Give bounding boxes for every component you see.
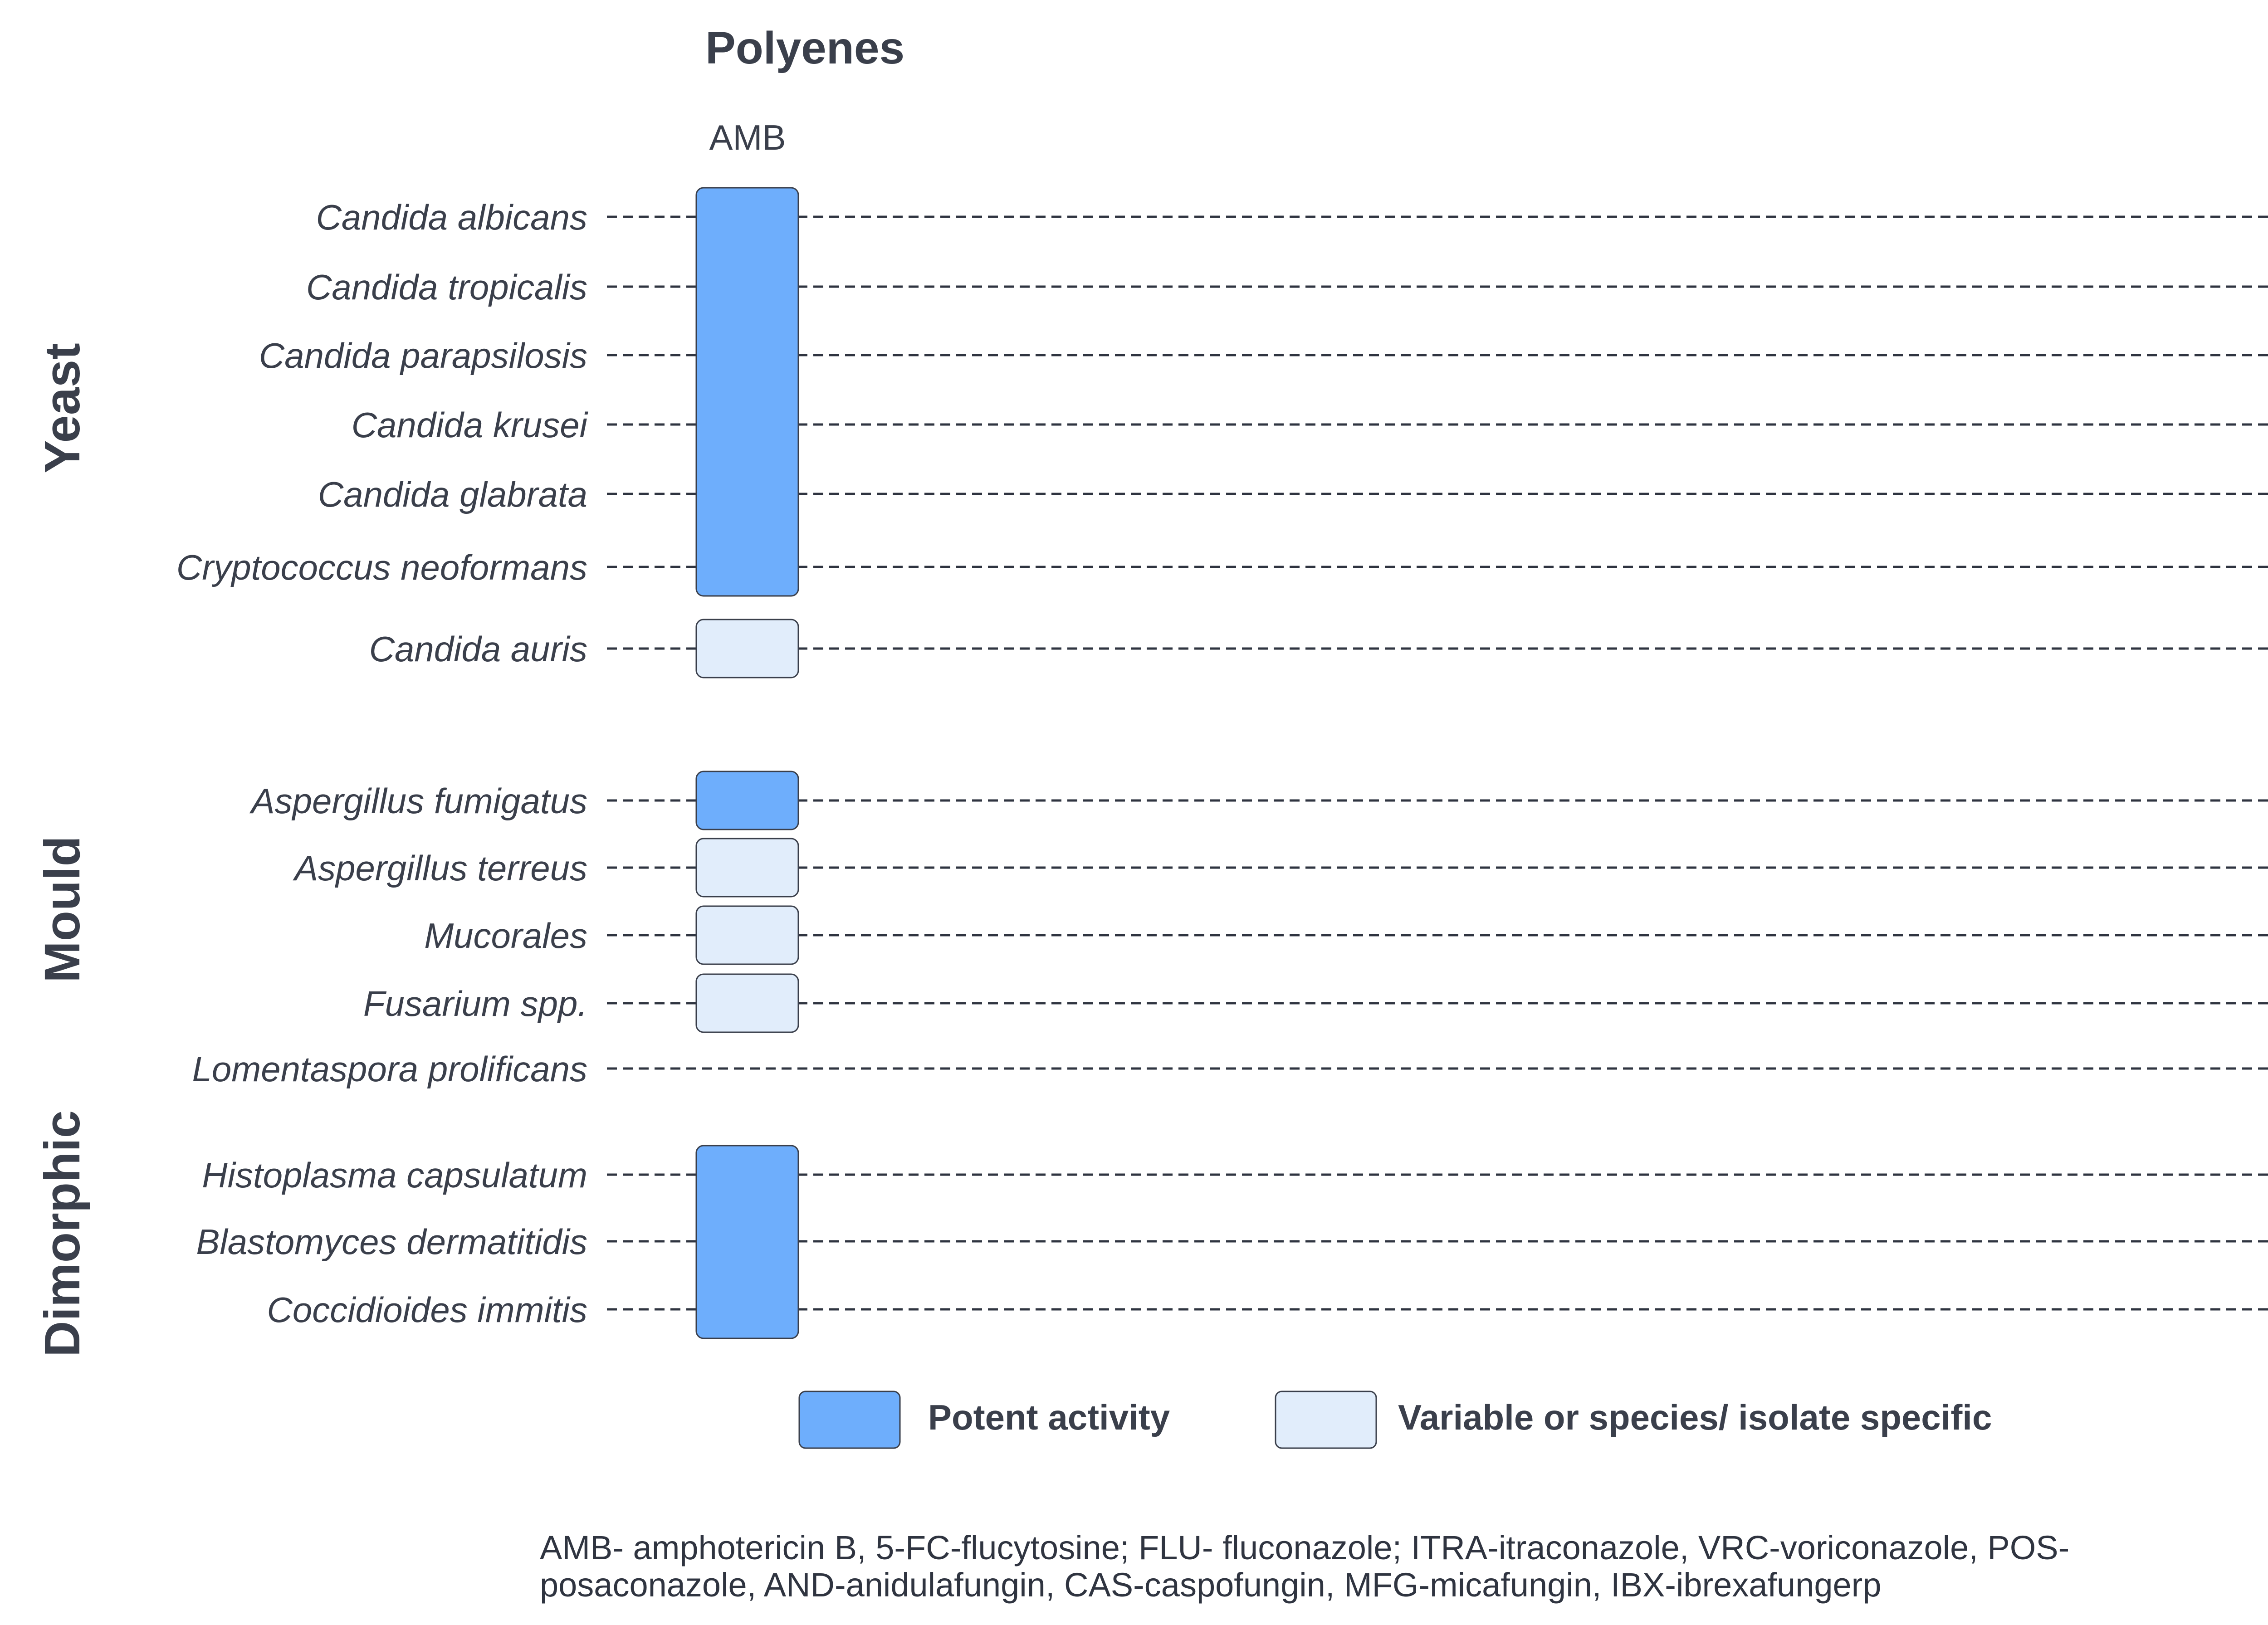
group-label-dimorphic: Dimorphic xyxy=(34,1110,90,1357)
organism-label-candida-albicans: Candida albicans xyxy=(316,197,587,237)
organism-labels: Candida albicans Candida tropicalis Candid… xyxy=(176,197,589,1330)
activity-block-variable-mucorales xyxy=(695,905,799,965)
organism-label-cryptococcus-neoformans: Cryptococcus neoformans xyxy=(176,547,587,587)
organism-label-coccidioides-immitis: Coccidioides immitis xyxy=(267,1290,588,1330)
legend-potent-label: Potent activity xyxy=(928,1397,1170,1437)
dashed-guide-lines xyxy=(607,215,2268,1311)
organism-label-candida-auris: Candida auris xyxy=(369,629,587,669)
legend-variable-swatch xyxy=(1275,1391,1377,1449)
activity-block-potent-histoplasma-capsulatum xyxy=(695,1145,799,1339)
activity-block-variable-candida-auris xyxy=(695,619,799,678)
organism-label-fusarium-spp: Fusarium spp. xyxy=(363,984,587,1024)
footnote-line-1: AMB- amphotericin B, 5-FC-flucytosine; F… xyxy=(540,1529,2070,1566)
organism-label-candida-tropicalis: Candida tropicalis xyxy=(306,267,587,307)
organism-label-aspergillus-fumigatus: Aspergillus fumigatus xyxy=(249,781,587,821)
legend: Potent activity Variable or species/ iso… xyxy=(798,1391,1992,1449)
organism-label-lomentaspora-prolificans: Lomentaspora prolificans xyxy=(192,1049,587,1089)
activity-block-potent-aspergillus-fumigatus xyxy=(695,771,799,830)
group-label-yeast: Yeast xyxy=(34,343,90,473)
drug-class-title: Polyenes xyxy=(705,23,904,73)
organism-label-aspergillus-terreus: Aspergillus terreus xyxy=(293,848,587,888)
organism-label-histoplasma-capsulatum: Histoplasma capsulatum xyxy=(202,1155,587,1195)
organism-label-mucorales: Mucorales xyxy=(424,916,587,956)
organism-label-candida-parapsilosis: Candida parapsilosis xyxy=(259,336,587,376)
footnote-line-2: posaconazole, AND-anidulafungin, CAS-cas… xyxy=(540,1566,1882,1604)
legend-potent-swatch xyxy=(798,1391,901,1449)
activity-block-variable-fusarium-spp xyxy=(695,973,799,1033)
activity-block-variable-aspergillus-terreus xyxy=(695,838,799,898)
organism-label-candida-krusei: Candida krusei xyxy=(352,405,589,445)
organism-label-candida-glabrata: Candida glabrata xyxy=(318,474,587,514)
activity-blocks xyxy=(695,187,799,1339)
legend-variable-label: Variable or species/ isolate specific xyxy=(1398,1397,1992,1437)
organism-label-blastomyces-dermatitidis: Blastomyces dermatitidis xyxy=(196,1222,587,1262)
abbreviations-footnote: AMB- amphotericin B, 5-FC-flucytosine; F… xyxy=(540,1529,2268,1604)
drug-column-label: AMB xyxy=(709,117,786,157)
activity-block-potent-candida-albicans xyxy=(695,187,799,597)
group-label-mould: Mould xyxy=(34,836,90,983)
